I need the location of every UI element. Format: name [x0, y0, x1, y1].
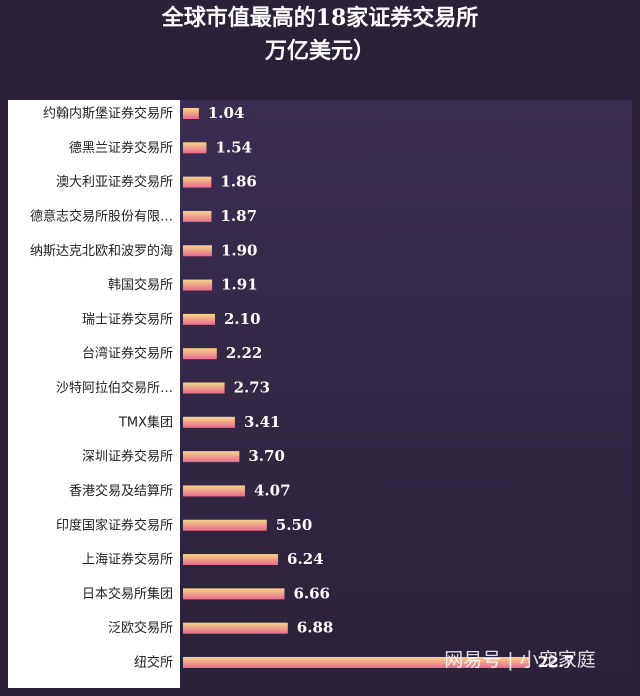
watermark: 网易号 | 小宠家庭 — [444, 649, 595, 671]
category-label: 香港交易及结算所 — [69, 483, 173, 499]
category-label: 深圳证券交易所 — [82, 449, 173, 465]
bar — [183, 657, 529, 668]
value-label: 1.87 — [220, 207, 257, 225]
category-label: 日本交易所集团 — [82, 586, 173, 602]
value-label: 1.86 — [220, 173, 257, 191]
value-label: 3.41 — [244, 413, 281, 431]
category-label: 约翰内斯堡证券交易所 — [43, 106, 173, 122]
bar — [183, 108, 199, 119]
value-label: 2.22 — [226, 344, 263, 362]
category-label: 印度国家证券交易所 — [56, 517, 173, 533]
bar — [183, 348, 217, 360]
bar — [183, 554, 279, 566]
value-label: 22.7 — [538, 653, 575, 671]
chart-title: 全球市值最高的18家证券交易所 — [161, 5, 479, 31]
bar — [183, 279, 213, 291]
value-label: 6.66 — [293, 584, 330, 602]
category-label: 泛欧交易所 — [108, 620, 173, 636]
bar — [183, 313, 215, 325]
category-label: 台湾证券交易所 — [82, 346, 173, 362]
bar — [183, 176, 212, 188]
category-label: TMX集团 — [118, 414, 173, 430]
bar — [183, 588, 285, 600]
value-label: 1.54 — [215, 138, 252, 156]
bar — [183, 519, 267, 531]
category-label: 纳斯达克北欧和波罗的海 — [30, 243, 173, 259]
category-label: 瑞士证券交易所 — [82, 311, 173, 327]
category-label: 德意志交易所股份有限… — [30, 208, 173, 224]
value-label: 4.07 — [254, 481, 291, 499]
value-label: 1.90 — [221, 241, 258, 259]
value-label: 1.04 — [208, 104, 245, 122]
bar — [183, 451, 240, 463]
value-label: 6.88 — [297, 619, 334, 637]
bar — [183, 416, 235, 428]
bar — [183, 622, 288, 634]
category-label: 韩国交易所 — [108, 277, 173, 293]
bar — [183, 245, 212, 257]
value-label: 3.70 — [248, 447, 285, 465]
value-label: 2.10 — [224, 310, 261, 328]
chart-subtitle: 万亿美元） — [264, 38, 375, 64]
value-label: 5.50 — [276, 516, 313, 534]
label-panel — [8, 100, 180, 688]
bar — [183, 142, 207, 154]
bar — [183, 485, 245, 497]
category-label: 德黑兰证券交易所 — [69, 140, 173, 156]
category-label: 澳大利亚证券交易所 — [56, 174, 173, 190]
category-label: 上海证券交易所 — [82, 552, 173, 568]
value-label: 6.24 — [287, 550, 324, 568]
bar — [183, 210, 212, 222]
bar — [183, 382, 225, 394]
category-label: 沙特阿拉伯交易所… — [56, 380, 173, 396]
category-label: 纽交所 — [134, 655, 173, 671]
value-label: 2.73 — [234, 379, 271, 397]
value-label: 1.91 — [221, 276, 258, 294]
